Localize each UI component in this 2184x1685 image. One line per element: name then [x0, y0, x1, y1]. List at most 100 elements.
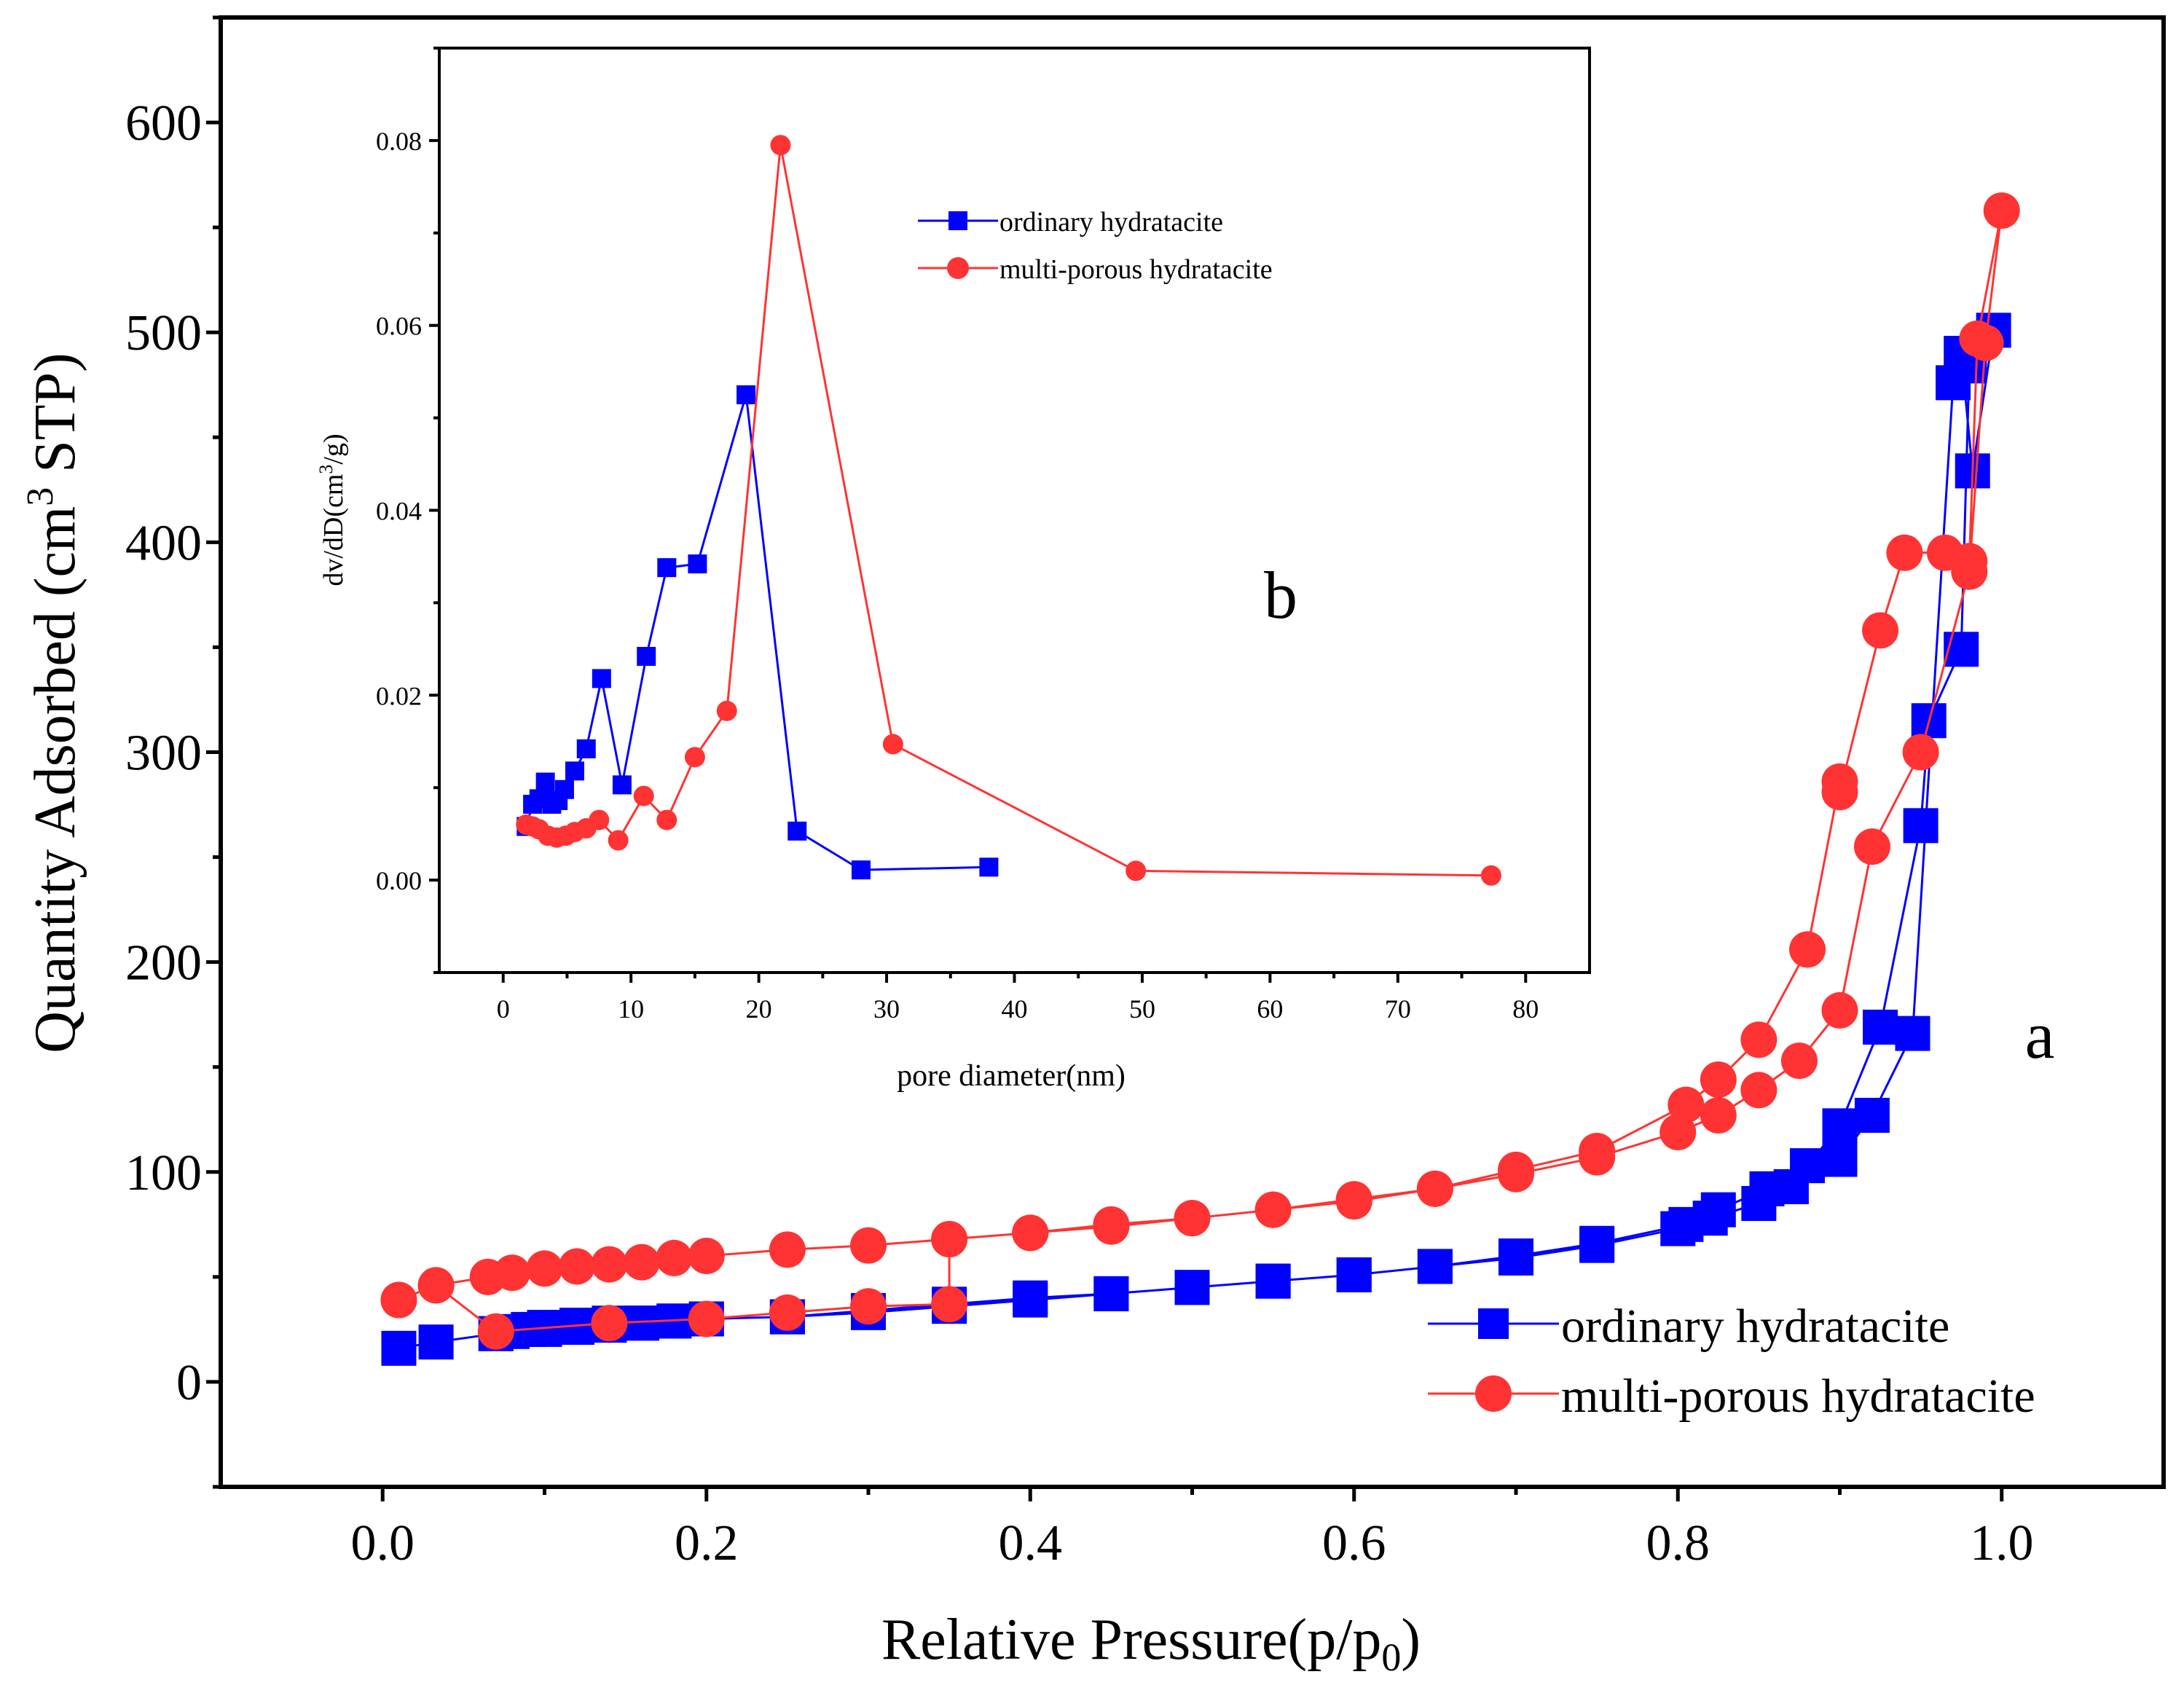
chart-a-x-tick-label: 0.0	[351, 1515, 415, 1571]
chart-a-point-1	[1959, 320, 1996, 357]
chart-a-x-tick-label: 0.4	[999, 1515, 1063, 1571]
chart-b-point-0	[535, 772, 555, 792]
legend-b-label-multiporous: multi-porous hydratacite	[999, 254, 1273, 285]
chart-a-ylabel: Quantity Adsorbed (cm3 STP)	[20, 353, 87, 1053]
chart-a-point-1	[769, 1231, 806, 1268]
chart-b-ylabel-sup: 3	[315, 465, 337, 474]
chart-b-point-1	[608, 830, 629, 851]
legend-b-marker-multiporous	[947, 257, 969, 279]
chart-a-point-0	[1895, 1016, 1930, 1051]
chart-a-point-0	[1854, 1097, 1890, 1133]
chart-a-point-1	[380, 1281, 417, 1319]
chart-a-point-1	[1780, 1042, 1818, 1080]
chart-a-point-0	[418, 1324, 454, 1360]
chart-a-point-0	[1336, 1257, 1372, 1292]
chart-a-point-1	[1700, 1061, 1737, 1099]
chart-a-y-tick-label: 0	[176, 1355, 202, 1411]
chart-a-point-0	[1749, 1171, 1785, 1206]
chart-b-x-tick-label: 50	[1129, 994, 1155, 1024]
chart-b-point-1	[770, 135, 791, 156]
chart-b-x-axis: 0 10 20 30 40 50 60 70 80	[497, 973, 1539, 1024]
chart-b-point-0	[565, 761, 584, 781]
chart-a-point-0	[381, 1330, 417, 1366]
chart-b-x-tick-label: 0	[497, 994, 510, 1024]
chart-a-point-1	[1254, 1191, 1292, 1228]
chart-a-point-1	[1093, 1208, 1130, 1245]
chart-a-point-1	[1821, 991, 1858, 1029]
chart-a-point-1	[1789, 931, 1826, 968]
chart-a-point-0	[1700, 1192, 1736, 1228]
chart-b-ylabel-text: dv/dD(cm	[318, 474, 349, 586]
chart-a-point-1	[1740, 1021, 1778, 1058]
chart-a-y-axis: 0 100 200 300 400 500 600	[125, 15, 221, 1489]
chart-a-ylabel-text: Quantity Adsorbed (cm	[23, 506, 87, 1053]
chart-a-point-0	[1417, 1249, 1453, 1284]
chart-a-point-1	[591, 1305, 628, 1342]
chart-a-point-0	[1013, 1282, 1048, 1318]
chart-a-point-1	[477, 1313, 514, 1350]
chart-b-y-tick-label: 0.08	[376, 127, 422, 156]
chart-a-point-0	[1903, 808, 1939, 844]
chart-b-ylabel: dv/dD(cm3/g)	[315, 433, 349, 586]
chart-a-point-0	[1668, 1206, 1704, 1242]
panel-a-label: a	[2025, 998, 2055, 1072]
chart-b-inset: 0 10 20 30 40 50 60 70 80 0.00 0.02 0.04 0.06 0.08 b…	[315, 47, 1591, 1093]
chart-b-y-tick-label: 0.06	[376, 312, 422, 341]
chart-a-point-1	[417, 1267, 455, 1304]
chart-a-point-1	[1926, 534, 1963, 571]
chart-a-point-1	[1821, 763, 1858, 800]
chart-a-xlabel-text: Relative Pressure(p/p	[881, 1608, 1381, 1672]
chart-a-point-1	[591, 1246, 628, 1283]
chart-a-y-tick-label: 300	[125, 726, 202, 782]
chart-b-point-1	[589, 809, 610, 830]
chart-a-point-0	[1822, 1142, 1858, 1177]
chart-b-x-tick-label: 20	[746, 994, 772, 1024]
chart-a-point-1	[1886, 534, 1923, 571]
chart-a-y-tick-label: 200	[125, 935, 202, 991]
chart-b-point-0	[554, 779, 574, 799]
chart-b-point-0	[612, 775, 632, 795]
chart-b-point-0	[787, 821, 807, 841]
chart-a-point-1	[1498, 1151, 1534, 1188]
chart-a-x-tick-label: 0.2	[675, 1515, 739, 1571]
chart-a-y-tick-label: 600	[125, 95, 202, 152]
chart-b-x-tick-label: 80	[1512, 994, 1539, 1024]
legend-b-label-ordinary: ordinary hydratacite	[999, 207, 1223, 237]
chart-b-legend: ordinary hydratacite multi-porous hydrat…	[918, 207, 1273, 285]
chart-b-point-0	[657, 558, 677, 578]
chart-a-point-1	[1335, 1183, 1372, 1220]
chart-a-point-1	[850, 1288, 887, 1325]
chart-b-point-1	[633, 785, 654, 806]
chart-b-ylabel-end: /g)	[318, 433, 349, 464]
panel-b-label: b	[1264, 558, 1297, 632]
chart-a-series	[380, 192, 2020, 1366]
chart-a-point-1	[656, 1239, 693, 1276]
legend-a-marker-multiporous	[1475, 1375, 1512, 1412]
chart-b-point-0	[688, 554, 707, 574]
chart-b-point-1	[1126, 860, 1147, 881]
chart-a-point-0	[1093, 1276, 1129, 1311]
chart-a-y-tick-label: 500	[125, 305, 202, 361]
chart-b-point-0	[736, 385, 756, 404]
chart-b-point-1	[656, 809, 677, 830]
chart-a-point-1	[1174, 1200, 1211, 1237]
chart-a-point-0	[1498, 1238, 1533, 1274]
chart-a-point-0	[1863, 1009, 1898, 1045]
chart-a-x-tick-label: 0.6	[1322, 1515, 1386, 1571]
chart-a-ylabel-end: STP)	[23, 353, 87, 487]
chart-a-point-0	[1255, 1263, 1291, 1299]
legend-a-label-ordinary: ordinary hydratacite	[1561, 1300, 1949, 1353]
chart-b-y-axis: 0.00 0.02 0.04 0.06 0.08	[376, 47, 439, 974]
chart-a-point-1	[1012, 1214, 1049, 1252]
chart-b-x-tick-label: 10	[618, 994, 644, 1024]
chart-a-x-tick-label: 1.0	[1970, 1515, 2034, 1571]
chart-a-xlabel-end: )	[1401, 1608, 1421, 1672]
chart-a-point-1	[850, 1227, 887, 1264]
chart-a-point-1	[1416, 1170, 1453, 1207]
chart-a-y-tick-label: 100	[125, 1145, 202, 1201]
chart-a-point-1	[469, 1258, 506, 1295]
chart-a-point-1	[1740, 1072, 1778, 1109]
legend-b-marker-ordinary	[948, 211, 967, 230]
